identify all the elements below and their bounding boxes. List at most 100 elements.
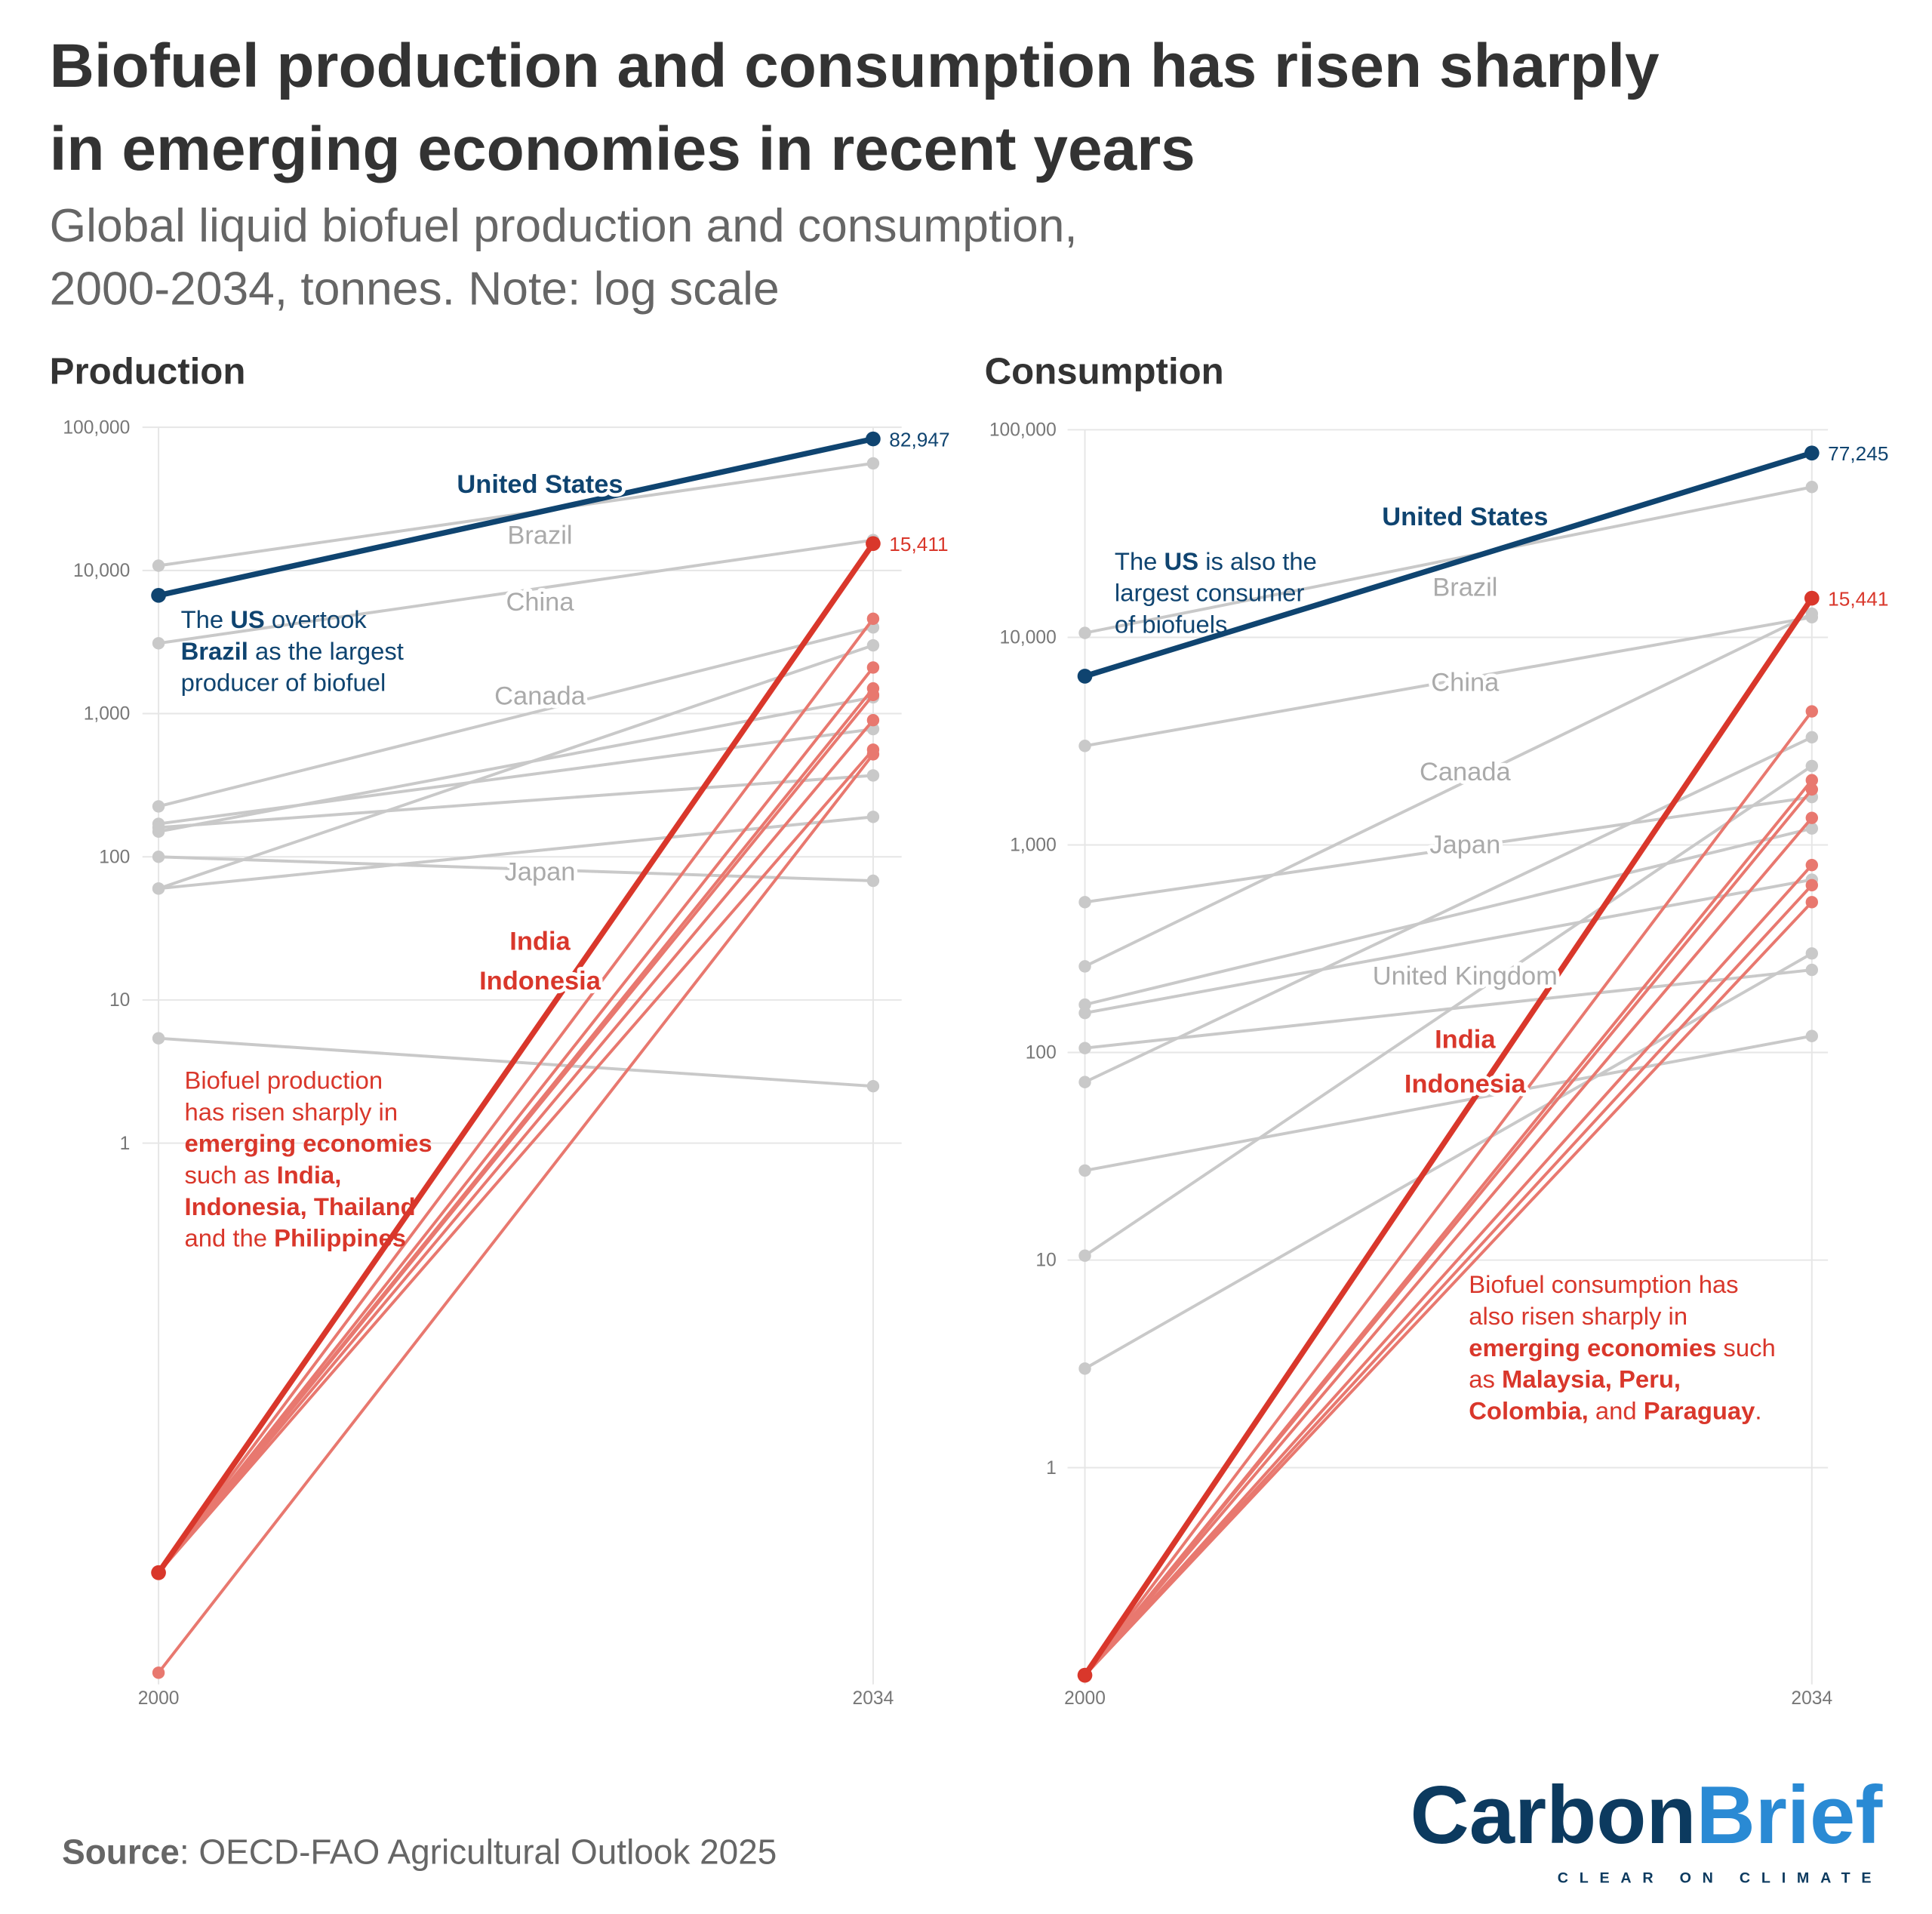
series-india: 15,411 (151, 533, 949, 1580)
annotation-text: and the (185, 1224, 275, 1252)
country-label: China (506, 588, 574, 617)
data-point-2034 (1805, 858, 1819, 872)
series-line (1083, 878, 1814, 1015)
y-tick-label: 1 (120, 1134, 131, 1154)
series-line (157, 752, 875, 1675)
x-tick-label: 2000 (138, 1688, 180, 1709)
data-point-2034 (1805, 1029, 1819, 1042)
annotation: The US overtook Brazil as the largest prod… (181, 605, 404, 697)
annotation-text: Biofuel consumption has (1469, 1270, 1738, 1298)
logo-tagline: CLEAR ON CLIMATE (1558, 1869, 1883, 1886)
series-line (157, 538, 875, 645)
series-line (1083, 709, 1814, 1677)
series-other (152, 811, 880, 895)
logo-word-carbon: Carbon (1411, 1769, 1697, 1860)
data-point-2034 (866, 431, 881, 447)
country-label: Japan (1429, 831, 1500, 860)
series-line (157, 815, 875, 891)
series-line (1083, 612, 1814, 968)
series-line (1083, 1034, 1814, 1172)
data-point-2000 (152, 882, 165, 895)
country-label: Japan (505, 858, 576, 887)
series-line (157, 617, 875, 1574)
series-line (1081, 450, 1815, 679)
y-tick-label: 100 (1026, 1043, 1057, 1063)
end-value-label: 82,947 (889, 428, 949, 451)
data-point-2000 (151, 1565, 166, 1580)
x-tick-label: 2000 (1064, 1688, 1106, 1709)
annotation-text: as the largest (248, 637, 404, 665)
series-united-states: 77,245 (1077, 442, 1888, 684)
series-emerging (152, 612, 880, 1579)
y-tick-label: 100,000 (989, 420, 1057, 441)
series-line (1083, 952, 1814, 1371)
series-line (1083, 795, 1814, 904)
data-point-2000 (152, 851, 165, 863)
country-label: Brazil (507, 521, 572, 549)
country-label: India (509, 928, 571, 956)
series-line (1083, 788, 1814, 1677)
series-line (1083, 615, 1814, 748)
data-point-2034 (1804, 445, 1820, 461)
annotation-text: Biofuel production (185, 1066, 383, 1094)
source-note: Source: OECD-FAO Agricultural Outlook 20… (62, 1832, 777, 1872)
annotation-text: overtook (265, 605, 368, 633)
annotation-text: Brazil (181, 637, 248, 665)
series-line (157, 719, 875, 1574)
data-point-2034 (1805, 811, 1819, 824)
x-tick-label: 2034 (853, 1688, 894, 1709)
data-point-2000 (1078, 1042, 1091, 1054)
series-line (1083, 826, 1814, 1007)
data-point-2000 (1078, 1075, 1091, 1088)
annotation: Biofuel consumption has also risen sharpl… (1469, 1270, 1775, 1424)
data-point-2000 (1078, 740, 1091, 752)
y-tick-label: 10,000 (73, 561, 130, 581)
series-line (1083, 968, 1814, 1050)
data-point-2034 (866, 1079, 880, 1093)
data-point-2034 (1804, 590, 1820, 606)
data-point-2034 (1805, 705, 1819, 718)
series-other (1078, 759, 1819, 1262)
y-tick-label: 1 (1046, 1458, 1057, 1479)
annotation-text: such (1716, 1334, 1775, 1362)
data-point-2000 (1078, 1249, 1091, 1262)
source-label: Source (62, 1832, 180, 1872)
data-point-2034 (1805, 822, 1819, 835)
data-point-2034 (1805, 759, 1819, 773)
series-canada (152, 621, 880, 813)
data-point-2000 (1078, 1164, 1091, 1177)
data-point-2000 (1078, 1006, 1091, 1020)
logo-wordmark: CarbonBrief (1411, 1769, 1884, 1860)
series-japan (152, 851, 880, 888)
data-point-2034 (866, 714, 880, 727)
y-tick-label: 10,000 (1000, 628, 1057, 648)
panel-production: Production 1 10 100 1,000 10,000 100,000 2000 20… (50, 351, 950, 1709)
series-canada (1078, 607, 1819, 973)
data-point-2034 (866, 874, 880, 888)
annotation-text: US (230, 605, 265, 633)
annotation-text: Malaysia, Peru, (1502, 1365, 1681, 1393)
series-line (1081, 595, 1815, 1679)
annotation: Biofuel production has risen sharply in em… (185, 1066, 432, 1251)
logo-word-brief: Brief (1697, 1769, 1884, 1860)
data-point-2000 (152, 1666, 165, 1679)
series-line (157, 748, 875, 1574)
data-point-2000 (152, 800, 165, 813)
y-tick-label: 1,000 (84, 704, 131, 725)
data-point-2034 (1805, 896, 1819, 909)
series-emerging (152, 748, 880, 1679)
annotation-text: and (1589, 1397, 1644, 1425)
data-point-2000 (1077, 1667, 1093, 1683)
data-point-2034 (1805, 963, 1819, 977)
series-line (1083, 900, 1814, 1677)
annotation-text: of biofuels (1115, 611, 1228, 639)
annotation-text: is also the (1198, 547, 1317, 575)
y-tick-label: 10 (1035, 1251, 1056, 1271)
carbonbrief-logo: CarbonBrief CLEAR ON CLIMATE (1411, 1769, 1884, 1887)
data-point-2034 (866, 811, 880, 823)
annotation-text: . (1755, 1397, 1761, 1425)
annotation-text: The (1115, 547, 1164, 575)
series-line (157, 626, 875, 808)
series-other (1078, 1029, 1819, 1177)
